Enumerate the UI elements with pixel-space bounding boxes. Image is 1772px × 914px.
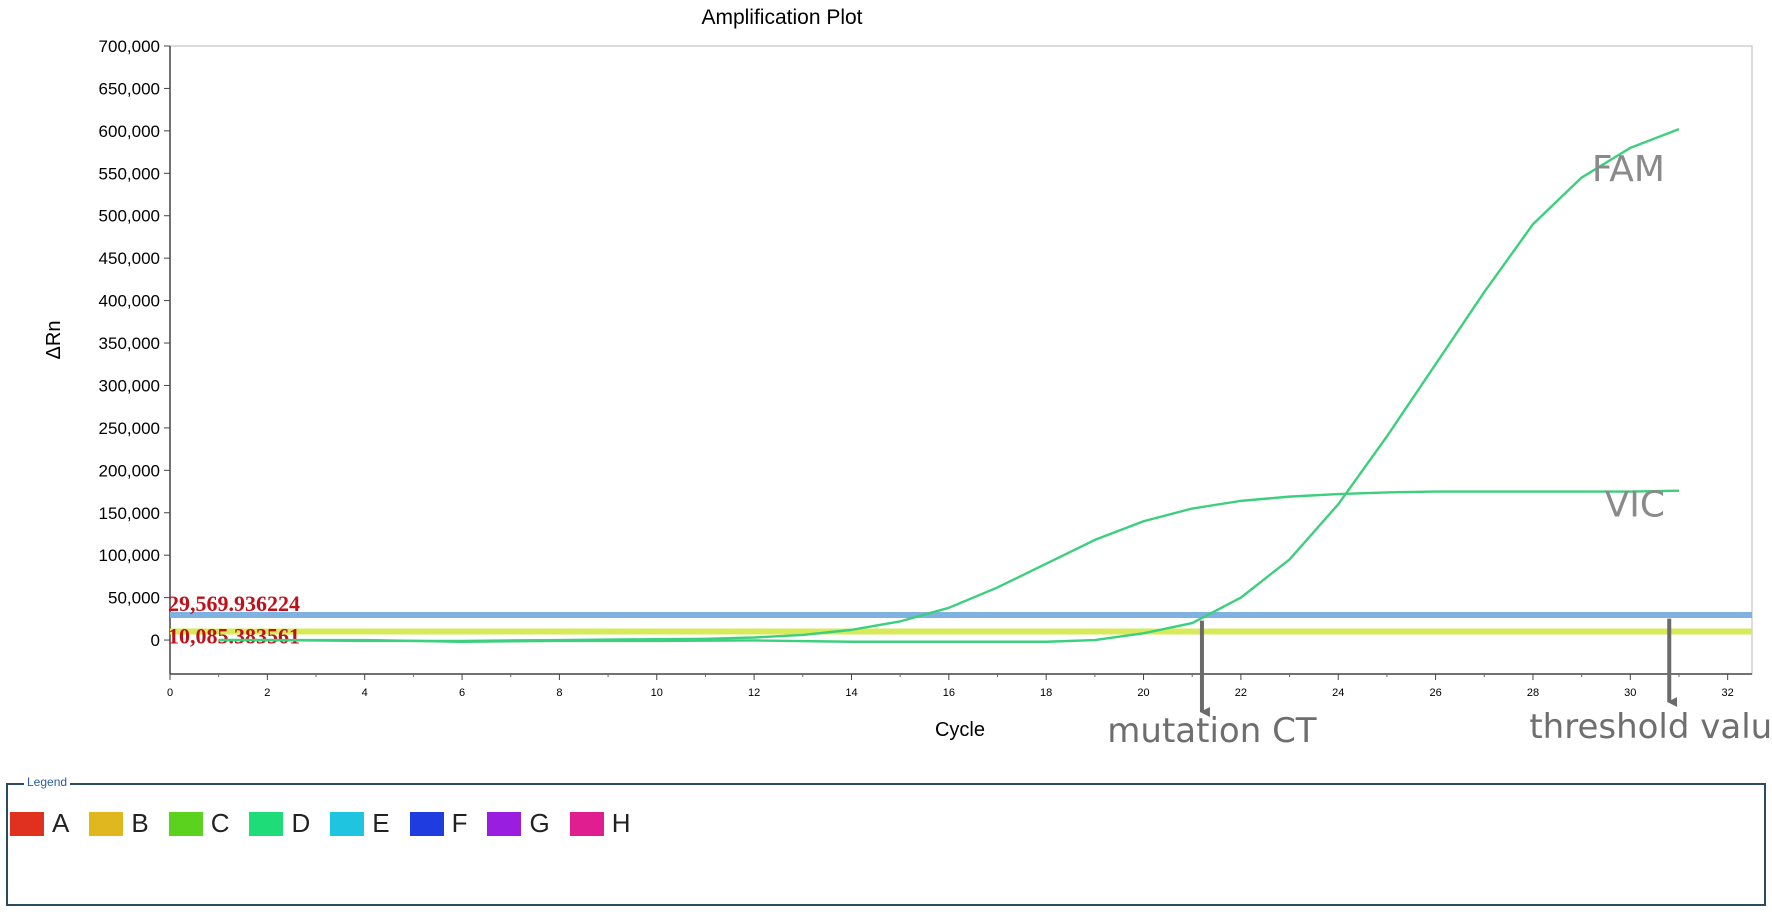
x-tick-label: 10 [651, 687, 663, 699]
legend-item: A [10, 808, 69, 839]
legend-label: C [210, 808, 230, 838]
legend-swatch [569, 811, 604, 836]
y-tick-label: 550,000 [99, 164, 160, 183]
axes: 0 50,000 100,000 150,000 200,000 250,000 300,0… [99, 37, 1753, 699]
plot-area [169, 45, 1753, 675]
legend-item: G [487, 808, 550, 839]
x-tick-label: 6 [459, 687, 465, 699]
y-tick-label: 350,000 [99, 334, 160, 353]
legend-item: E [330, 808, 390, 839]
y-tick-label: 250,000 [99, 419, 160, 438]
x-tick-label: 0 [167, 687, 173, 699]
x-tick-label: 22 [1235, 687, 1247, 699]
y-tick-label: 0 [151, 631, 160, 650]
y-tick-label: 400,000 [99, 292, 160, 311]
legend-swatch [409, 811, 444, 836]
legend-item: H [569, 808, 631, 839]
x-tick-label: 28 [1527, 687, 1539, 699]
chart-title: Amplification Plot [701, 6, 862, 29]
y-tick-label: 150,000 [99, 504, 160, 523]
legend-label: G [529, 808, 550, 838]
threshold-label: 29,569.936224 [168, 591, 300, 616]
legend-item: B [89, 808, 149, 839]
mutation-ct-label: mutation CT [1107, 711, 1317, 751]
legend-label: H [611, 808, 631, 838]
labels: FAM VIC mutation CT threshold value [1107, 149, 1772, 751]
x-tick-label: 32 [1722, 687, 1734, 699]
legend-item: D [249, 808, 310, 839]
series-line-vic [218, 489, 1680, 643]
series-label-fam: FAM [1592, 149, 1665, 190]
series-label-vic: VIC [1605, 485, 1665, 526]
x-tick-label: 8 [556, 687, 562, 699]
legend-item: F [409, 808, 468, 839]
x-tick-label: 20 [1137, 687, 1149, 699]
legend-label: F [451, 808, 468, 838]
legend-swatch [330, 811, 365, 836]
y-tick-label: 650,000 [99, 79, 160, 98]
y-tick-label: 200,000 [99, 461, 160, 480]
series-lines [218, 128, 1680, 643]
threshold-lines: 29,569.936224 10,085.383561 [168, 591, 1752, 648]
legend-swatch [168, 811, 203, 836]
legend-label: E [372, 808, 390, 838]
x-tick-label: 12 [748, 687, 760, 699]
legend-items: A B C D E F G H [10, 808, 651, 839]
legend-item: C [168, 808, 230, 839]
x-tick-label: 26 [1429, 687, 1441, 699]
y-tick-label: 50,000 [108, 589, 160, 608]
y-tick-label: 500,000 [99, 207, 160, 226]
legend-label: D [291, 808, 311, 838]
x-tick-label: 30 [1624, 687, 1636, 699]
amplification-chart: Amplification Plot 0 50,000 100,000 150,000… [43, 6, 1772, 751]
y-tick-label: 300,000 [99, 376, 160, 395]
y-tick-label: 700,000 [99, 37, 160, 56]
threshold-label: 10,085.383561 [168, 623, 300, 648]
x-tick-label: 24 [1332, 687, 1344, 699]
x-tick-label: 16 [943, 687, 955, 699]
y-tick-label: 100,000 [99, 546, 160, 565]
x-axis-label: Cycle [935, 719, 985, 741]
legend-panel [6, 783, 1766, 906]
y-axis-label: ΔRn [43, 321, 65, 360]
threshold-value-label: threshold value [1529, 707, 1772, 747]
legend-swatch [89, 811, 124, 836]
y-tick-label: 450,000 [99, 249, 160, 268]
legend-swatch [249, 811, 284, 836]
y-tick-label: 600,000 [99, 122, 160, 141]
legend-label: A [52, 808, 70, 838]
x-tick-label: 2 [264, 687, 270, 699]
legend-swatch [10, 811, 44, 836]
legend-swatch [487, 811, 522, 836]
x-tick-label: 18 [1040, 687, 1052, 699]
x-tick-label: 14 [845, 687, 857, 699]
legend-label: B [131, 808, 149, 838]
legend-title: Legend [24, 775, 71, 789]
x-tick-label: 4 [362, 687, 368, 699]
